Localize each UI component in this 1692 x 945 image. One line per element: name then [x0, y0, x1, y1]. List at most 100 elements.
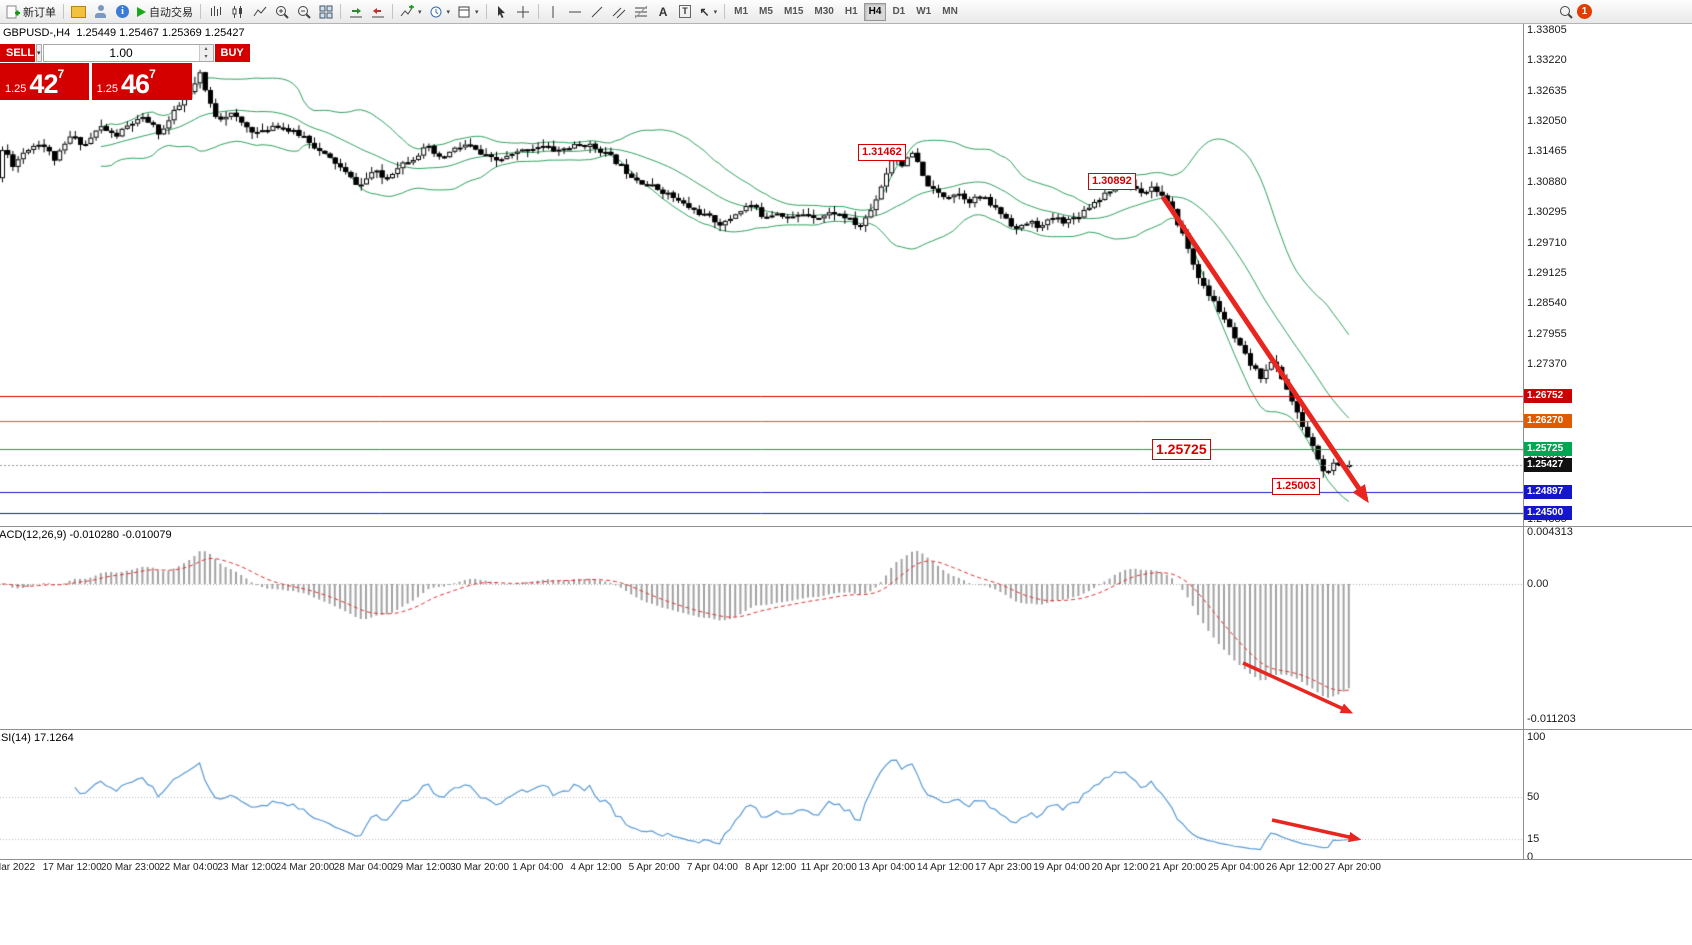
rsi-indicator-canvas[interactable]	[0, 730, 1523, 859]
profile-button[interactable]	[90, 2, 111, 22]
fibonacci-button[interactable]	[631, 2, 652, 22]
volume-field: ▴ ▾	[42, 44, 214, 62]
toolbar-separator	[724, 4, 726, 19]
time-axis-label: 13 Apr 04:00	[858, 862, 916, 873]
sell-price-button[interactable]: 1.25 42 7	[0, 63, 89, 100]
time-axis-label: 14 Apr 12:00	[916, 862, 974, 873]
zoom-out-button[interactable]	[293, 2, 314, 22]
chevron-down-icon: ▾	[713, 8, 718, 16]
trendline-button[interactable]	[587, 2, 608, 22]
sell-price-pips: 42	[29, 69, 58, 99]
rsi-axis-tick: 50	[1527, 791, 1540, 803]
time-axis-label: 8 Apr 12:00	[745, 862, 797, 873]
price-callout: 1.25003	[1272, 478, 1320, 495]
horizontal-line-icon	[568, 5, 582, 19]
notification-badge[interactable]: 1	[1577, 4, 1592, 19]
crosshair-button[interactable]	[513, 2, 534, 22]
channel-button[interactable]	[609, 2, 630, 22]
price-level-badge: 1.25725	[1524, 442, 1572, 457]
clock-icon	[429, 5, 443, 19]
price-axis-tick: 1.28540	[1527, 297, 1567, 310]
candlestick-chart-button[interactable]	[227, 2, 248, 22]
price-axis-tick: 1.29710	[1527, 236, 1567, 249]
time-axis-label: 25 Apr 04:00	[1207, 862, 1265, 873]
time-axis-label: 20 Apr 12:00	[1091, 862, 1149, 873]
timeframe-m30-button[interactable]: M30	[809, 3, 838, 21]
order-type-dropdown[interactable]: ▾	[36, 44, 42, 62]
chevron-down-icon: ▾	[475, 8, 479, 16]
chart-symbol-header: GBPUSD-,H4 1.25449 1.25467 1.25369 1.254…	[3, 27, 245, 39]
channel-icon	[612, 5, 626, 19]
fibonacci-icon	[634, 5, 648, 19]
timeframe-m1-button[interactable]: M1	[729, 3, 753, 21]
time-axis-label: 4 Apr 12:00	[570, 862, 622, 873]
panel-separator	[0, 859, 1692, 860]
rsi-label: RSI(14) 17.1264	[0, 732, 74, 744]
tile-windows-button[interactable]	[315, 2, 336, 22]
cursor-button[interactable]	[491, 2, 512, 22]
price-chart-canvas[interactable]	[0, 24, 1523, 526]
sell-button[interactable]: SELL	[0, 44, 35, 62]
one-click-trading-panel: SELL ▾ ▴ ▾ BUY 1.25 42 7 1.25 46 7	[0, 44, 250, 100]
new-order-button[interactable]: 新订单	[3, 2, 59, 22]
search-button[interactable]	[1555, 2, 1576, 22]
autotrade-button[interactable]: 自动交易	[134, 2, 196, 22]
info-button[interactable]: i	[112, 2, 133, 22]
indicators-button[interactable]: ▾	[397, 2, 425, 22]
timeframe-d1-button[interactable]: D1	[887, 3, 910, 21]
crosshair-icon	[516, 5, 530, 19]
buy-button[interactable]: BUY	[214, 44, 250, 62]
zoom-in-button[interactable]	[271, 2, 292, 22]
tile-windows-icon	[319, 5, 333, 19]
buy-price-button[interactable]: 1.25 46 7	[91, 63, 192, 100]
chart-shift-button[interactable]	[367, 2, 388, 22]
timeframe-h1-button[interactable]: H1	[840, 3, 863, 21]
arrows-tool-button[interactable]: ↖ ▾	[697, 2, 721, 22]
timeframe-mn-button[interactable]: MN	[937, 3, 963, 21]
package-icon	[71, 5, 86, 18]
price-axis-tick: 1.31465	[1527, 145, 1567, 158]
text-icon: A	[658, 4, 668, 19]
templates-button[interactable]: ▾	[454, 2, 482, 22]
info-icon: i	[116, 5, 129, 18]
line-chart-button[interactable]	[249, 2, 270, 22]
toolbar-separator	[392, 4, 393, 19]
current-price-badge: 1.25427	[1524, 457, 1572, 472]
timeframe-w1-button[interactable]: W1	[911, 3, 936, 21]
time-axis-label: Mar 2022	[0, 862, 36, 873]
horizontal-line-button[interactable]	[565, 2, 586, 22]
timeframe-h4-button[interactable]: H4	[863, 2, 887, 21]
autoscroll-button[interactable]	[345, 2, 366, 22]
timeframe-m15-button[interactable]: M15	[779, 3, 808, 21]
chart-shift-icon	[371, 5, 385, 19]
macd-indicator-canvas[interactable]	[0, 527, 1523, 729]
rsi-axis-tick: 15	[1527, 833, 1540, 845]
time-axis-label: 28 Mar 04:00	[333, 862, 393, 873]
time-axis-label: 11 Apr 20:00	[800, 862, 857, 873]
text-label-icon: T	[679, 5, 691, 18]
new-order-icon	[6, 5, 20, 19]
panel-separator[interactable]	[0, 526, 1692, 527]
bar-chart-button[interactable]	[205, 2, 226, 22]
time-axis-label: 23 Mar 12:00	[217, 862, 277, 873]
text-label-button[interactable]: T	[675, 2, 696, 22]
vertical-line-button[interactable]	[543, 2, 564, 22]
periods-button[interactable]: ▾	[426, 2, 454, 22]
time-axis-label: 5 Apr 20:00	[628, 862, 680, 873]
rsi-axis-tick: 100	[1527, 731, 1546, 743]
package-button[interactable]	[68, 2, 89, 22]
spinner-down-icon[interactable]: ▾	[199, 53, 213, 61]
indicators-icon	[400, 4, 414, 19]
spinner-up-icon[interactable]: ▴	[199, 45, 213, 53]
price-level-badge: 1.24897	[1524, 485, 1572, 500]
price-axis-tick: 1.30295	[1527, 206, 1567, 219]
time-axis-label: 17 Apr 23:00	[975, 862, 1032, 873]
volume-input[interactable]	[43, 45, 199, 61]
panel-separator[interactable]	[0, 729, 1692, 730]
text-button[interactable]: A	[653, 2, 674, 22]
toolbar-separator	[485, 4, 487, 19]
line-chart-icon	[253, 5, 267, 19]
zoom-in-icon	[275, 5, 289, 19]
buy-price-point: 7	[149, 67, 156, 81]
timeframe-m5-button[interactable]: M5	[754, 3, 778, 21]
